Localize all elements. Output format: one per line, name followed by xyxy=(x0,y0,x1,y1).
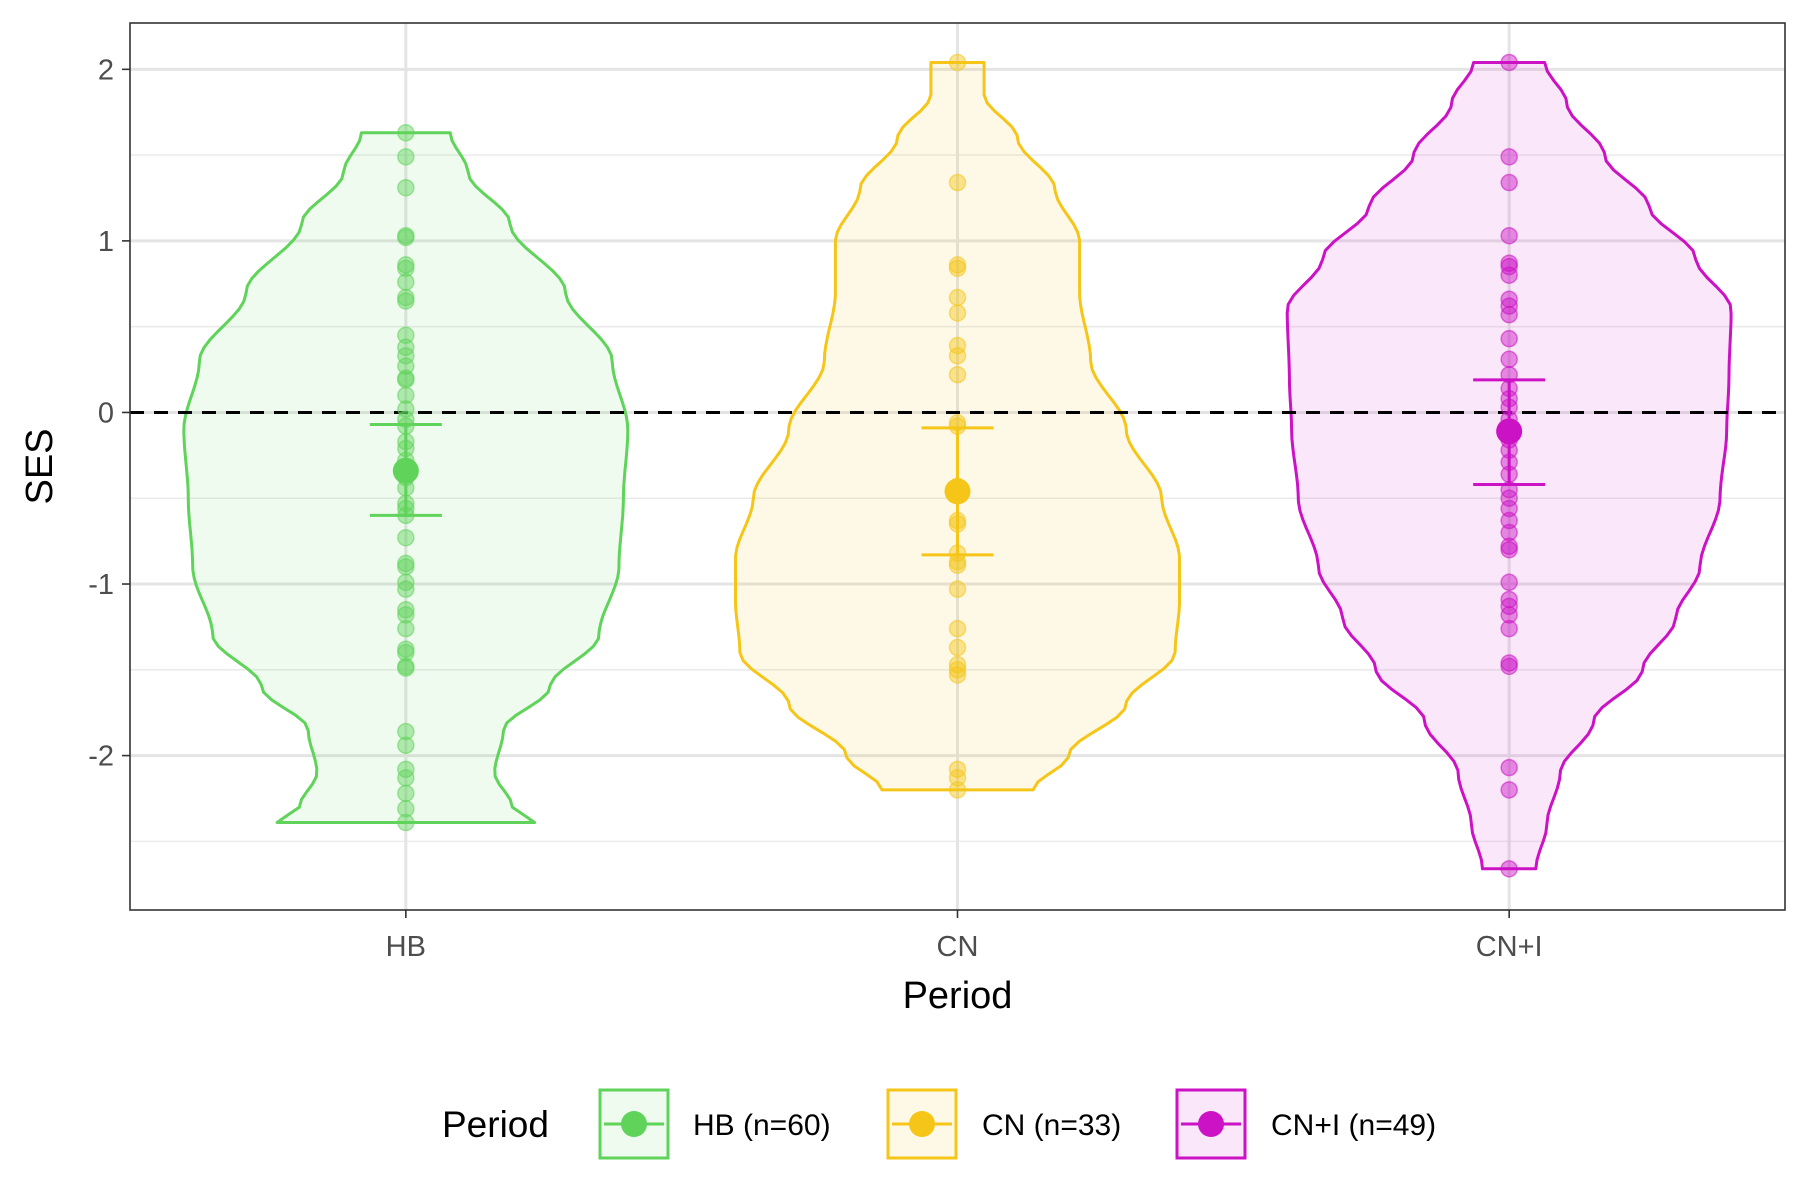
data-point xyxy=(1500,329,1518,348)
data-point xyxy=(948,580,967,598)
data-point xyxy=(948,347,967,365)
data-point xyxy=(948,556,967,574)
data-point xyxy=(397,357,415,375)
data-point xyxy=(397,371,415,389)
x-tick-label: CN+I xyxy=(1476,931,1543,963)
data-point xyxy=(397,148,415,166)
data-point xyxy=(948,769,967,787)
data-point xyxy=(1500,523,1518,542)
data-point xyxy=(1500,573,1518,592)
y-tick-label: 2 xyxy=(98,54,114,86)
data-point xyxy=(1500,305,1518,324)
legend-entry-label: CN (n=33) xyxy=(982,1109,1121,1142)
data-point xyxy=(1500,350,1518,369)
y-tick-label: -1 xyxy=(88,569,114,601)
data-point xyxy=(948,259,967,278)
data-point xyxy=(948,638,967,657)
data-point xyxy=(397,326,415,345)
mean-point xyxy=(944,478,971,505)
data-point xyxy=(948,619,967,638)
data-point xyxy=(1500,860,1518,878)
data-point xyxy=(1500,781,1518,799)
y-tick-label: -2 xyxy=(88,741,114,773)
data-point xyxy=(397,292,415,310)
data-point xyxy=(1500,619,1518,638)
legend-key-point xyxy=(1198,1111,1224,1137)
y-tick-label: 0 xyxy=(98,397,114,429)
data-point xyxy=(397,259,415,278)
data-point xyxy=(397,558,415,576)
data-point xyxy=(397,619,415,638)
data-points xyxy=(397,53,1518,878)
data-point xyxy=(948,288,967,307)
data-point xyxy=(397,178,415,197)
data-point xyxy=(397,580,415,598)
data-point xyxy=(397,601,415,619)
data-point xyxy=(1500,226,1518,245)
axes: -2 -1 0 1 2 HB CN CN+I xyxy=(88,54,1542,963)
data-point xyxy=(1500,53,1518,72)
data-point xyxy=(397,386,415,405)
x-axis-title: Period xyxy=(903,975,1013,1017)
data-point xyxy=(397,659,415,677)
data-point xyxy=(397,722,415,741)
data-point xyxy=(948,661,967,679)
data-point xyxy=(1500,606,1518,624)
legend-entry-label: CN+I (n=49) xyxy=(1271,1109,1436,1142)
data-point xyxy=(1500,540,1518,559)
data-point xyxy=(397,124,415,142)
data-point xyxy=(948,304,967,322)
data-point xyxy=(397,736,415,755)
data-point xyxy=(397,573,415,592)
y-tick-label: 1 xyxy=(98,226,114,258)
legend-key-point xyxy=(909,1111,935,1137)
data-point xyxy=(397,784,415,803)
legend-entry-label: HB (n=60) xyxy=(693,1109,831,1142)
legend-title: Period xyxy=(442,1104,549,1145)
data-point xyxy=(1500,758,1518,777)
data-point xyxy=(397,273,415,291)
violin-CN xyxy=(734,61,1181,792)
data-point xyxy=(1500,173,1518,192)
y-axis-title: SES xyxy=(19,428,61,504)
data-point xyxy=(397,813,415,832)
data-point xyxy=(948,173,967,192)
mean-error-bars xyxy=(369,378,1546,557)
x-tick-label: CN xyxy=(937,931,979,963)
data-point xyxy=(397,769,415,787)
mean-point xyxy=(392,457,419,484)
data-point xyxy=(397,528,415,547)
data-point xyxy=(1500,148,1518,166)
data-point xyxy=(948,53,967,72)
x-tick-label: HB xyxy=(386,931,426,963)
data-point xyxy=(397,606,415,624)
data-point xyxy=(1500,657,1518,676)
legend: Period HB (n=60) CN (n=33) CN+I (n=49) xyxy=(442,1088,1436,1160)
data-point xyxy=(948,666,967,684)
data-point xyxy=(1500,266,1518,284)
data-point xyxy=(397,800,415,818)
data-point xyxy=(397,228,415,247)
data-point xyxy=(948,781,967,799)
data-point xyxy=(948,365,967,384)
legend-key-point xyxy=(621,1111,647,1137)
mean-point xyxy=(1496,418,1523,445)
data-point xyxy=(1500,499,1518,518)
data-point xyxy=(1500,511,1518,530)
